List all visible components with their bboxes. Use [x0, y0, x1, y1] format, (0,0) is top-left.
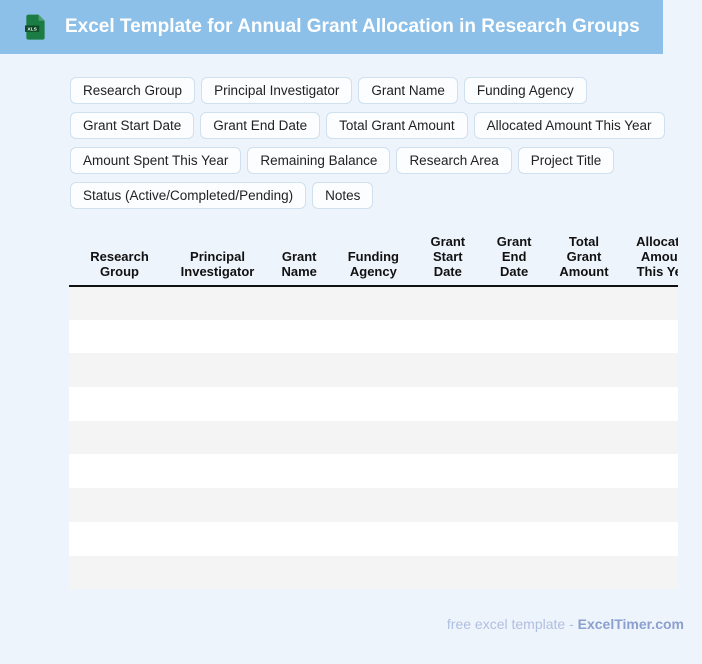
svg-text:XLS: XLS [27, 26, 37, 32]
